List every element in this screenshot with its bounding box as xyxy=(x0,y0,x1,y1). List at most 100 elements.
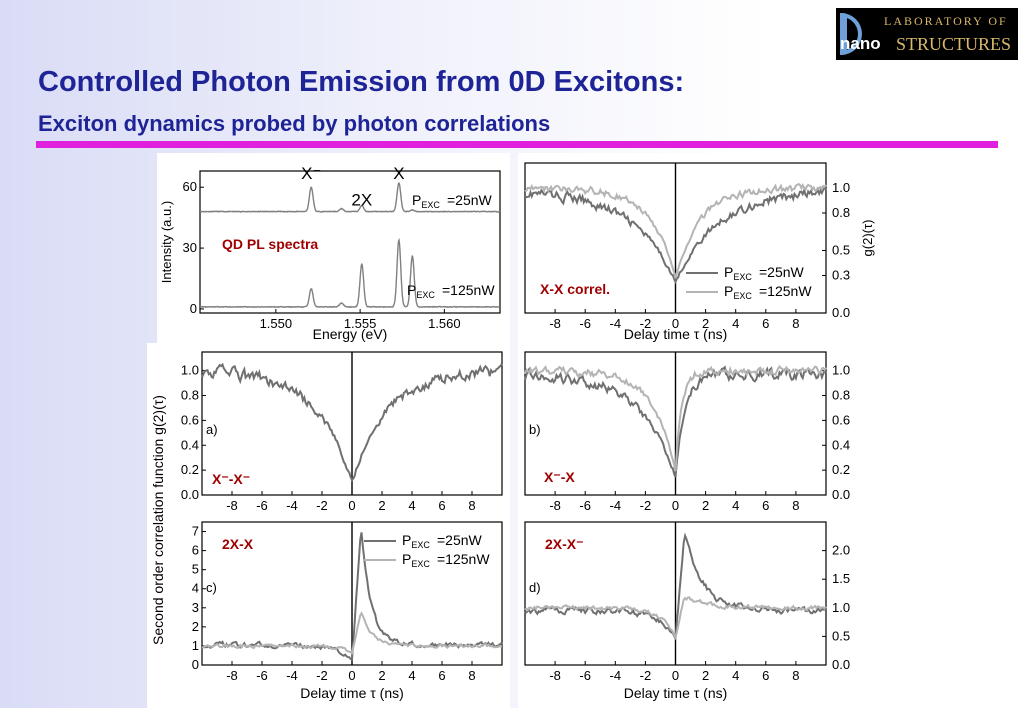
logo-line-2b: STRUCTURES xyxy=(896,34,1012,54)
series-line xyxy=(524,596,827,641)
series-line xyxy=(201,532,503,661)
x-tick-label: 4 xyxy=(408,498,415,513)
x-tick-label: 6 xyxy=(762,498,769,513)
y-tick-label: 1.5 xyxy=(832,571,850,586)
peak-label: X⁻ xyxy=(301,164,321,183)
page-title: Controlled Photon Emission from 0D Excit… xyxy=(38,66,685,98)
x-tick-label: -4 xyxy=(610,498,622,513)
chart-annotation: X⁻-X⁻ xyxy=(212,471,250,487)
x-tick-label: 6 xyxy=(762,316,769,331)
legend-value: =25nW xyxy=(759,264,805,280)
y-tick-label: 6 xyxy=(192,543,199,558)
chart-annotation: X-X correl. xyxy=(540,281,610,297)
logo-line-2a: nano xyxy=(840,34,881,53)
chart-d: -8 -6 -4 -2 0 2 4 6 8 0.0 0.5 1.0 1.5 2.0 Delay time τ… xyxy=(524,521,850,701)
x-tick-label: -6 xyxy=(579,316,591,331)
x-tick-label: -6 xyxy=(579,498,591,513)
x-tick-label: 4 xyxy=(732,668,739,683)
y-tick-label: 0.6 xyxy=(181,412,199,427)
x-tick-label: 2 xyxy=(702,316,709,331)
x-tick-label: -4 xyxy=(610,668,622,683)
logo-line-1: LABORATORY OF xyxy=(884,14,1008,28)
y-tick-label: 1.0 xyxy=(832,180,850,195)
chart-annotation: 2X-X⁻ xyxy=(545,536,584,552)
panel-label: b) xyxy=(529,422,541,437)
y-tick-label: 1.0 xyxy=(832,600,850,615)
x-tick-label: -4 xyxy=(610,316,622,331)
x-tick-label: 8 xyxy=(468,668,475,683)
x-tick-label: -6 xyxy=(256,668,268,683)
y-tick-label: 0.5 xyxy=(832,628,850,643)
x-tick-label: 4 xyxy=(408,668,415,683)
x-tick-label: -2 xyxy=(640,498,652,513)
x-tick-label: 8 xyxy=(792,668,799,683)
x-tick-label: 2 xyxy=(378,668,385,683)
x-tick-label: -4 xyxy=(286,498,298,513)
series-line xyxy=(524,185,827,285)
title-rule xyxy=(36,141,998,148)
y-tick-label: 0.4 xyxy=(181,437,199,452)
x-tick-label: 0 xyxy=(672,316,679,331)
y-tick-label: 1 xyxy=(192,638,199,653)
x-tick-label: -8 xyxy=(549,498,561,513)
y-tick-label: 30 xyxy=(183,240,197,255)
x-tick-label: 1.550 xyxy=(260,316,293,331)
series-line xyxy=(524,365,827,478)
y-tick-label: 1.0 xyxy=(181,363,199,378)
peak-label: X xyxy=(393,164,404,183)
lab-logo: LABORATORY OF nano STRUCTURES xyxy=(836,8,1018,60)
series-line xyxy=(201,611,502,656)
legend-label: PEXC xyxy=(402,551,430,569)
x-tick-label: 2 xyxy=(702,668,709,683)
legend-label: PEXC xyxy=(402,532,430,550)
x-tick-label: -4 xyxy=(286,668,298,683)
shared-y-axis-label: Second order correlation function g(2)(τ… xyxy=(150,395,166,645)
x-tick-label: -6 xyxy=(579,668,591,683)
x-tick-label: 0 xyxy=(672,668,679,683)
x-tick-label: 4 xyxy=(732,316,739,331)
y-tick-label: 0.0 xyxy=(832,305,850,320)
y-tick-label: 2 xyxy=(192,619,199,634)
figure-panel-pl xyxy=(157,153,510,343)
legend-value-25: =25nW xyxy=(447,192,493,208)
x-tick-label: 4 xyxy=(732,498,739,513)
chart-c: -8 -6 -4 -2 0 2 4 6 8 0 1 2 3 4 5 6 7 Delay time τ (ns) c)… xyxy=(192,521,503,701)
y-tick-label: 0.2 xyxy=(181,462,199,477)
y-tick-label: 2.0 xyxy=(832,543,850,558)
y-tick-label: 0.8 xyxy=(832,205,850,220)
series-line xyxy=(524,182,827,279)
x-tick-label: 8 xyxy=(792,498,799,513)
x-tick-label: 6 xyxy=(438,498,445,513)
series-line xyxy=(524,364,827,472)
chart-a: -8 -6 -4 -2 0 2 4 6 8 0.0 0.2 0.4 0.6 0.8 1.0 a) X⁻-X⁻ xyxy=(181,351,503,513)
chart-annotation: 2X-X xyxy=(222,536,254,552)
y-tick-label: 0 xyxy=(192,657,199,672)
x-tick-label: -2 xyxy=(640,668,652,683)
y-tick-label: 0.0 xyxy=(181,487,199,502)
x-tick-label: -8 xyxy=(226,668,238,683)
x-tick-label: -8 xyxy=(549,668,561,683)
y-axis-label: Intensity (a.u.) xyxy=(159,201,174,283)
legend-value: =125nW xyxy=(437,551,490,567)
x-axis-label: Delay time τ (ns) xyxy=(300,685,404,701)
chart-b: -8 -6 -4 -2 0 2 4 6 8 0.0 0.2 0.4 0.6 0.8 1.0 b) X⁻-X xyxy=(524,351,850,513)
legend-label: PEXC xyxy=(724,283,752,301)
y-tick-label: 7 xyxy=(192,524,199,539)
legend-label-25: PEXC xyxy=(412,192,440,210)
x-tick-label: -8 xyxy=(549,316,561,331)
x-tick-label: 8 xyxy=(468,498,475,513)
pl-series-line xyxy=(199,237,501,309)
y-tick-label: 0.6 xyxy=(832,412,850,427)
panel-label: a) xyxy=(206,422,218,437)
x-axis-label: Delay time τ (ns) xyxy=(624,685,728,701)
x-tick-label: -2 xyxy=(316,498,328,513)
x-tick-label: 2 xyxy=(378,498,385,513)
x-axis-label: Delay time τ (ns) xyxy=(624,326,728,342)
x-tick-label: 0 xyxy=(672,498,679,513)
peak-label: 2X xyxy=(351,190,372,209)
y-tick-label: 0.8 xyxy=(181,388,199,403)
y-tick-label: 0.5 xyxy=(832,243,850,258)
y-tick-label: 0.0 xyxy=(832,487,850,502)
y-tick-label: 0.8 xyxy=(832,388,850,403)
